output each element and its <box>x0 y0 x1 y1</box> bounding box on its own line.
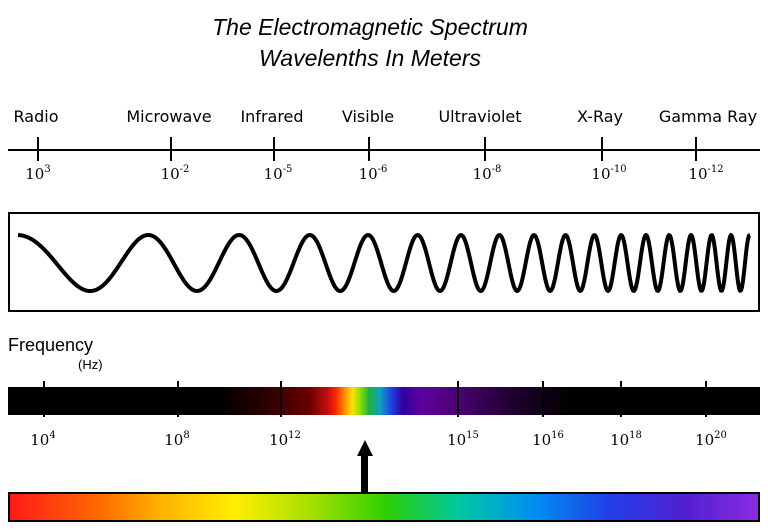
frequency-label: 1012 <box>269 430 301 449</box>
wavelength-tick <box>37 137 39 161</box>
wavelength-tick <box>695 137 697 161</box>
frequency-label: 1018 <box>610 430 642 449</box>
frequency-tick <box>705 381 707 417</box>
wavelength-label: 10-5 <box>263 164 293 183</box>
frequency-label: 1020 <box>695 430 727 449</box>
band-label-xray: X-Ray <box>577 107 623 126</box>
frequency-tick <box>457 381 459 417</box>
wave-illustration <box>17 233 751 293</box>
frequency-label: 1015 <box>447 430 479 449</box>
wavelength-axis <box>8 149 760 151</box>
diagram-subtitle: Wavelenths In Meters <box>258 45 481 71</box>
frequency-tick <box>542 381 544 417</box>
wavelength-tick <box>368 137 370 161</box>
frequency-unit: (Hz) <box>78 357 103 372</box>
wavelength-tick <box>484 137 486 161</box>
frequency-tick <box>43 381 45 417</box>
wavelength-label: 103 <box>25 164 51 183</box>
band-label-infrared: Infrared <box>240 107 304 126</box>
wavelength-tick <box>601 137 603 161</box>
wavelength-tick <box>170 137 172 161</box>
diagram-title: The Electromagnetic Spectrum <box>212 14 528 40</box>
wavelength-label: 10-2 <box>160 164 190 183</box>
wavelength-tick <box>273 137 275 161</box>
frequency-title: Frequency <box>8 335 94 355</box>
frequency-label: 1016 <box>532 430 564 449</box>
wavelength-label: 10-10 <box>591 164 627 183</box>
wavelength-label: 10-6 <box>358 164 388 183</box>
frequency-tick <box>177 381 179 417</box>
band-label-ultraviolet: Ultraviolet <box>438 107 522 126</box>
frequency-tick <box>280 381 282 417</box>
frequency-tick <box>620 381 622 417</box>
wavelength-label: 10-12 <box>688 164 724 183</box>
wavelength-label: 10-8 <box>472 164 502 183</box>
arrow-shaft <box>361 454 368 494</box>
wave-panel <box>8 212 760 312</box>
visible-spectrum-bar <box>8 492 760 522</box>
frequency-label: 104 <box>30 430 56 449</box>
frequency-label: 108 <box>164 430 190 449</box>
frequency-spectrum-bar <box>8 387 760 415</box>
band-label-radio: Radio <box>13 107 59 126</box>
arrow-up-icon <box>357 440 373 456</box>
band-label-gamma-ray: Gamma Ray <box>658 107 758 126</box>
band-label-microwave: Microwave <box>126 107 212 126</box>
band-label-visible: Visible <box>341 107 395 126</box>
